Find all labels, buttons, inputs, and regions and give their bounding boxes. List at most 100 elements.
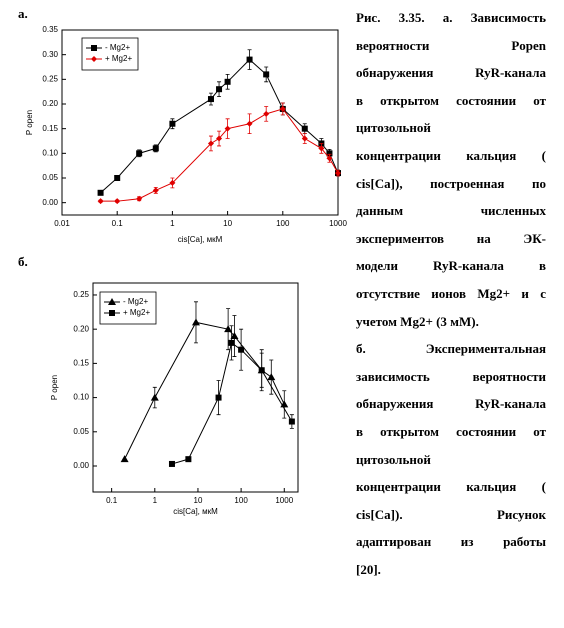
x-tick-label: 0.1 [106, 496, 118, 505]
marker [185, 456, 192, 463]
marker [326, 155, 333, 162]
legend-label: - Mg2+ [105, 43, 130, 52]
marker [169, 120, 176, 127]
x-tick-label: 100 [234, 496, 248, 505]
marker [152, 145, 159, 152]
y-tick-label: 0.05 [73, 427, 89, 436]
legend-box [81, 37, 139, 71]
y-tick-label: 0.30 [42, 50, 58, 59]
marker [97, 198, 104, 205]
caption-line: концентрации кальция ( [356, 148, 546, 163]
x-tick-label: 1000 [275, 496, 293, 505]
marker [224, 78, 231, 85]
marker [109, 310, 115, 316]
marker [238, 346, 245, 353]
marker [136, 150, 143, 157]
marker [326, 150, 333, 157]
caption-line: адаптирован из работы [356, 534, 546, 550]
caption-line: cis[Ca]), построенная по [356, 175, 546, 191]
y-tick-label: 0.20 [73, 324, 89, 333]
x-tick-label: 1 [170, 219, 175, 228]
caption-line: данным численных [356, 203, 546, 219]
marker [267, 373, 276, 381]
y-tick-label: 0.00 [73, 461, 89, 470]
y-tick-label: 0.15 [42, 124, 58, 133]
marker [216, 86, 223, 93]
plot-frame [61, 29, 339, 216]
x-tick-label: 1 [153, 496, 158, 505]
y-axis-label: P open [50, 375, 59, 400]
x-axis-label: cis[Ca], мкМ [173, 507, 218, 516]
caption-line: б. Экспериментальная [356, 341, 546, 357]
y-tick-label: 0.15 [73, 358, 89, 367]
marker [228, 339, 235, 346]
caption-line: в открытом состоянии от [356, 424, 546, 439]
caption-line: обнаружения RyR-канала [356, 396, 546, 412]
marker [191, 318, 200, 326]
series-line [171, 342, 293, 465]
marker [224, 325, 233, 333]
legend-label: + Mg2+ [123, 308, 150, 317]
caption-line: концентрации кальция ( [356, 479, 546, 495]
caption-line: цитозольной [356, 451, 431, 467]
x-tick-label: 100 [276, 219, 290, 228]
marker [207, 140, 214, 147]
caption-line: вероятности Popen [356, 37, 546, 53]
marker [150, 393, 159, 401]
marker [114, 198, 121, 205]
caption-line: модели RyR-канала в [356, 258, 546, 274]
caption-line: обнаружения RyR-канала [356, 65, 546, 81]
y-axis-label: P open [25, 110, 34, 135]
caption-line: зависимость вероятности [356, 368, 546, 384]
panel-label: б. [18, 254, 28, 269]
marker [279, 105, 286, 112]
marker [216, 135, 223, 142]
marker [120, 455, 129, 463]
y-tick-label: 0.10 [42, 148, 58, 157]
x-tick-label: 10 [223, 219, 232, 228]
x-axis-label: cis[Ca], мкМ [178, 235, 223, 244]
marker [169, 179, 176, 186]
marker [136, 195, 143, 202]
caption-line: учетом Mg2+ (3 мМ). [356, 313, 479, 329]
x-tick-label: 0.1 [112, 219, 124, 228]
marker [168, 460, 175, 467]
caption-line: [20]. [356, 562, 381, 577]
x-tick-label: 10 [194, 496, 203, 505]
panel-label: а. [18, 6, 28, 21]
caption-line: отсутствие ионов Mg2+ и с [356, 286, 546, 301]
marker [224, 125, 231, 132]
marker [246, 120, 253, 127]
marker [288, 418, 295, 425]
caption-line: в открытом состоянии от [356, 92, 546, 108]
marker [263, 110, 270, 117]
marker [263, 71, 270, 78]
y-tick-label: 0.20 [42, 99, 58, 108]
y-tick-label: 0.35 [42, 25, 58, 34]
y-tick-label: 0.00 [42, 198, 58, 207]
marker [114, 175, 121, 181]
marker [301, 125, 308, 132]
figures: 0.00 0.05 0.10 0.15 0.20 0.25 0.30 0.35 0.01 0.1 1… [25, 25, 347, 516]
marker [246, 56, 253, 63]
y-tick-label: 0.25 [42, 74, 58, 83]
marker [258, 367, 265, 374]
plot-frame [92, 282, 299, 493]
marker [230, 332, 239, 340]
legend-label: - Mg2+ [123, 297, 148, 306]
y-tick-label: 0.10 [73, 393, 89, 402]
marker [97, 189, 104, 196]
marker [318, 145, 325, 152]
y-tick-label: 0.25 [73, 290, 89, 299]
x-tick-label: 0.01 [54, 219, 70, 228]
legend-box [99, 291, 157, 325]
marker [301, 135, 308, 142]
marker [215, 394, 222, 401]
marker [91, 56, 97, 62]
caption-line: цитозольной [356, 120, 431, 136]
caption-line: экспериментов на ЭК- [356, 230, 546, 246]
caption-line: cis[Ca]). Рисунок [356, 506, 546, 522]
marker [91, 45, 97, 51]
y-tick-label: 0.05 [42, 173, 58, 182]
